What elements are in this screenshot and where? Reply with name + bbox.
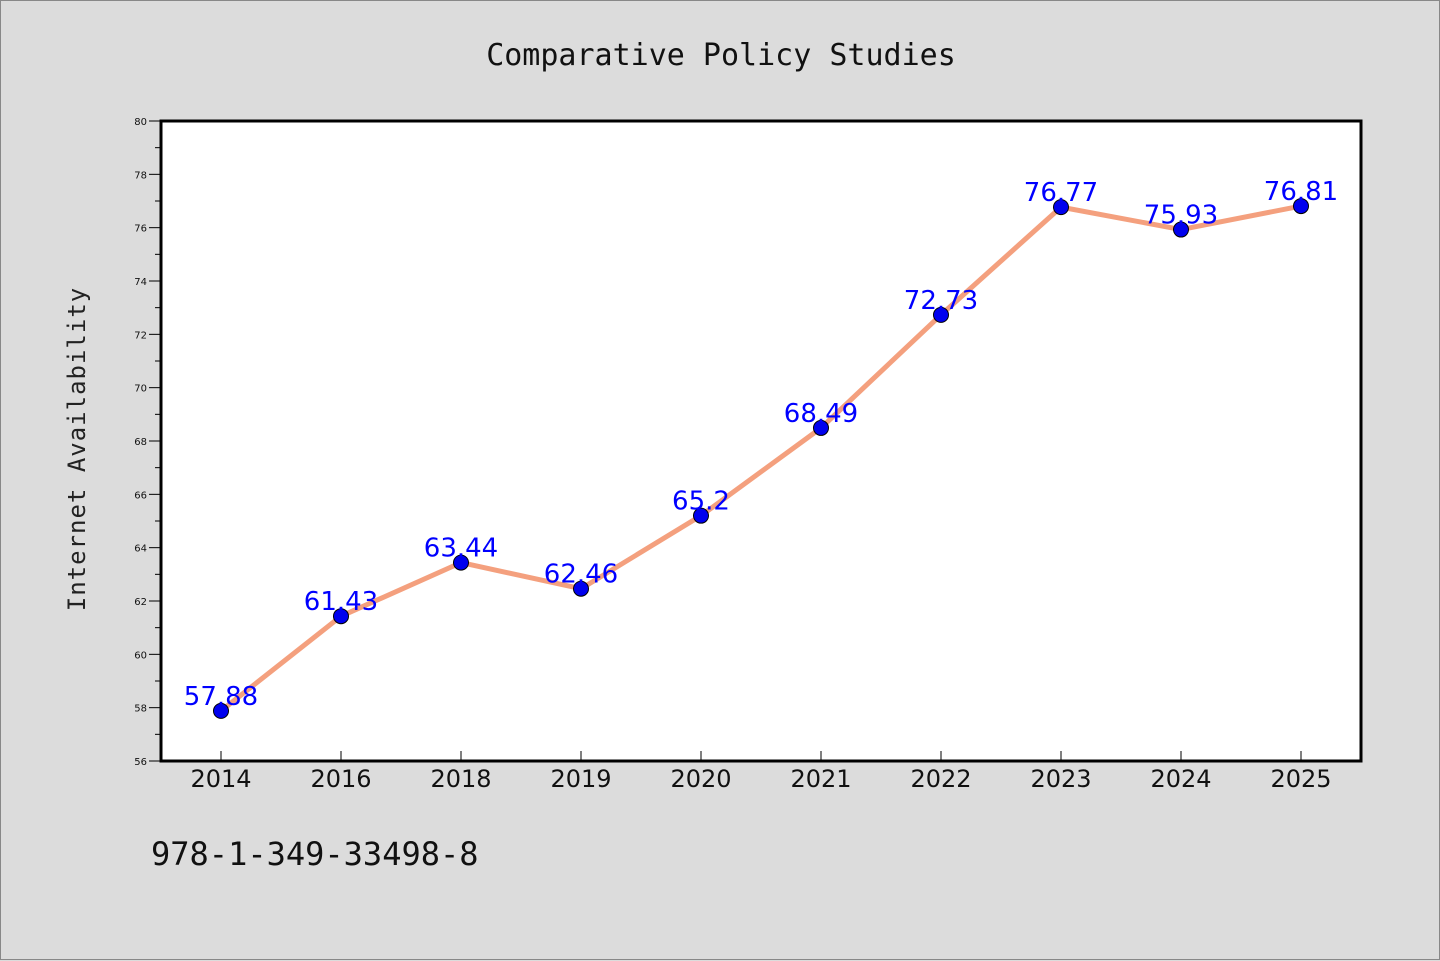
data-label: 68.49 (784, 399, 858, 429)
y-tick-label: 80 (134, 117, 147, 128)
data-point (813, 419, 829, 436)
data-label: 76.77 (1024, 178, 1098, 208)
y-tick-label: 66 (134, 490, 147, 501)
data-label: 57.88 (184, 682, 258, 712)
x-tick-label: 2023 (1030, 765, 1091, 793)
x-tick-label: 2016 (310, 765, 371, 793)
y-tick-label: 72 (134, 330, 147, 341)
y-tick-label: 74 (134, 277, 147, 288)
x-tick-label: 2020 (670, 765, 731, 793)
data-label: 63.44 (424, 534, 498, 564)
data-point (1053, 199, 1069, 216)
data-label: 65.2 (672, 487, 730, 517)
data-point (573, 580, 589, 597)
data-label: 76.81 (1264, 177, 1338, 207)
y-axis: 56 58 60 62 64 66 68 70 72 74 76 78 80 (134, 117, 161, 768)
y-tick-label: 76 (134, 224, 147, 235)
y-tick-label: 70 (134, 384, 147, 395)
x-tick-label: 2014 (190, 765, 251, 793)
x-tick-label: 2022 (910, 765, 971, 793)
x-tick-label: 2025 (1270, 765, 1331, 793)
y-tick-label: 60 (134, 650, 147, 661)
y-tick-label: 78 (134, 170, 147, 181)
x-tick-label: 2018 (430, 765, 491, 793)
data-labels: 57.88 61.43 63.44 62.46 65.2 68.49 72.73 76.77 7… (184, 177, 1338, 712)
data-label: 75.93 (1144, 201, 1218, 231)
series-line (219, 203, 1302, 713)
x-tick-label: 2019 (550, 765, 611, 793)
data-point (693, 507, 709, 524)
x-axis: 2014 2016 2018 2019 2020 2021 2022 2023 2024 2025 (190, 751, 1332, 793)
series-group (213, 198, 1309, 719)
x-tick-label: 2021 (790, 765, 851, 793)
y-tick-label: 58 (134, 704, 147, 715)
data-label: 62.46 (544, 560, 618, 590)
x-tick-label: 2024 (1150, 765, 1211, 793)
y-tick-label: 68 (134, 437, 147, 448)
data-label: 72.73 (904, 286, 978, 316)
data-point (453, 554, 469, 571)
data-point (213, 702, 229, 719)
y-tick-label: 62 (134, 597, 147, 608)
data-point (1293, 198, 1309, 215)
y-axis-label: Internet Availability (63, 287, 91, 611)
data-point (933, 306, 949, 323)
chart-title: Comparative Policy Studies (486, 38, 956, 73)
data-label: 61.43 (304, 587, 378, 617)
y-tick-label: 56 (134, 757, 147, 768)
data-point (333, 608, 349, 625)
y-tick-label: 64 (134, 544, 147, 555)
isbn-annotation: 978-1-349-33498-8 (151, 835, 479, 873)
data-point (1173, 221, 1189, 238)
